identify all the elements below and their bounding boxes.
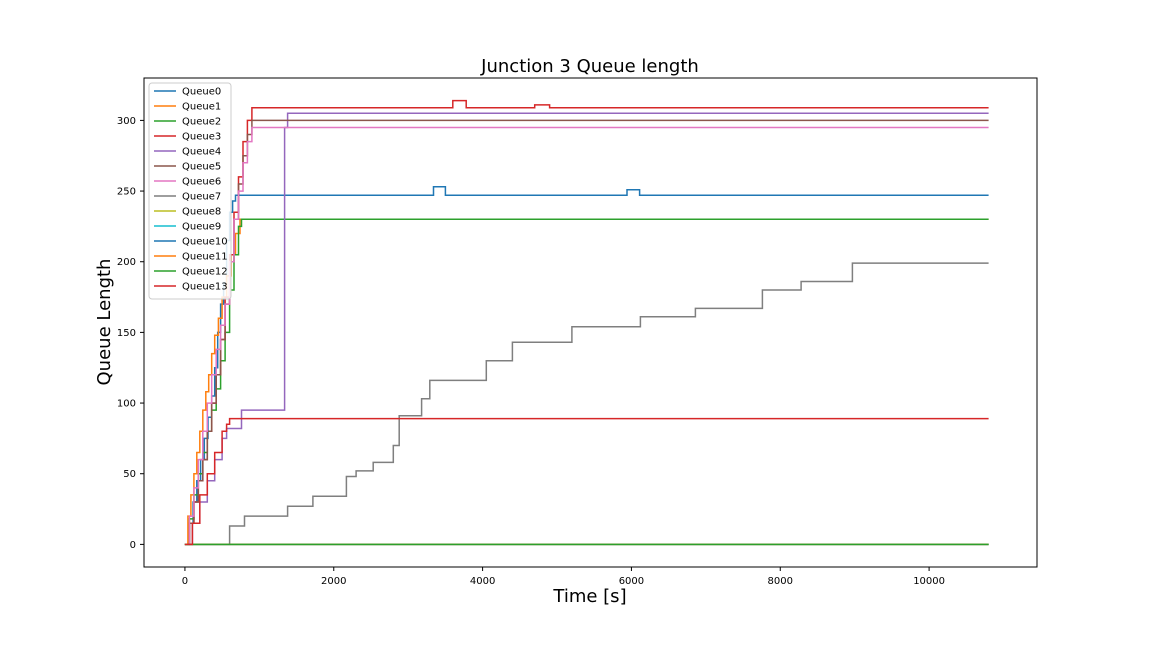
- legend-label-queue0: Queue0: [182, 87, 221, 98]
- series-line-queue7: [184, 262, 989, 546]
- x-axis-label: Time [s]: [552, 586, 626, 607]
- plot-area: [143, 77, 1038, 568]
- y-axis-label: Queue Length: [94, 259, 115, 386]
- legend-label-queue8: Queue8: [182, 207, 221, 218]
- legend-label-queue12: Queue12: [182, 267, 228, 278]
- legend-label-queue5: Queue5: [182, 162, 221, 173]
- x-tick-label: 0: [182, 576, 188, 587]
- chart-title: Junction 3 Queue length: [480, 56, 699, 77]
- y-tick-label: 150: [117, 328, 136, 339]
- series-line-queue5: [184, 119, 989, 546]
- legend-label-queue9: Queue9: [182, 222, 221, 233]
- y-tick-label: 100: [117, 399, 136, 410]
- y-tick-label: 250: [117, 187, 136, 198]
- legend-label-queue10: Queue10: [182, 237, 228, 248]
- x-tick-label: 8000: [768, 576, 793, 587]
- y-tick-label: 0: [130, 540, 136, 551]
- legend-label-queue3: Queue3: [182, 132, 221, 143]
- legend-label-queue2: Queue2: [182, 117, 221, 128]
- x-axis: 0 2000 4000 6000 8000 10000: [182, 567, 945, 587]
- y-tick-label: 300: [117, 116, 136, 127]
- legend-label-queue7: Queue7: [182, 192, 221, 203]
- x-tick-label: 10000: [913, 576, 945, 587]
- legend: Queue0 Queue1 Queue2 Queue3 Queue4 Queue5 Queu…: [148, 82, 232, 300]
- legend-label-queue4: Queue4: [182, 147, 221, 158]
- legend-label-queue11: Queue11: [182, 252, 228, 263]
- legend-label-queue6: Queue6: [182, 177, 221, 188]
- legend-label-queue13: Queue13: [182, 282, 228, 293]
- x-tick-label: 2000: [321, 576, 346, 587]
- x-tick-label: 4000: [470, 576, 495, 587]
- y-tick-label: 50: [123, 469, 136, 480]
- series-line-queue13: [184, 417, 989, 546]
- x-tick-label: 6000: [619, 576, 644, 587]
- legend-label-queue1: Queue1: [182, 102, 221, 113]
- series-layer: [184, 99, 989, 546]
- series-line-queue6: [184, 126, 989, 546]
- y-axis: 0 50 100 150 200 250 300: [117, 116, 144, 551]
- y-tick-label: 200: [117, 257, 136, 268]
- legend-box: [148, 82, 232, 300]
